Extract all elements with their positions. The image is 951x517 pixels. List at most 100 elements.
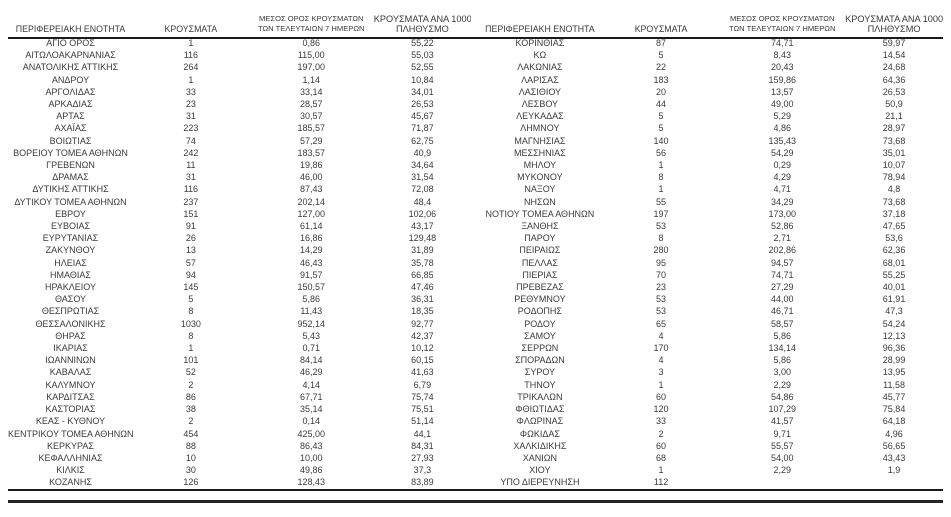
per-100k-cell: 31,54 — [411, 172, 434, 183]
table-row: ΙΚΑΡΙΑΣ 1 0,71 10,12 — [8, 342, 471, 354]
per-100k-cell: 34,01 — [411, 86, 434, 97]
cases-count-cell: 5 — [658, 50, 664, 61]
table-row: ΚΑΡΔΙΤΣΑΣ 86 67,71 75,74 — [8, 391, 471, 403]
per-100k-cell: 10,12 — [411, 343, 434, 354]
avg-7day-cell: 58,57 — [770, 318, 794, 329]
table-row: ΧΙΟΥ 1 2,29 1,9 — [477, 464, 943, 476]
avg-7day-cell: 2,71 — [773, 233, 791, 244]
table-row: ΠΡΕΒΕΖΑΣ 23 27,29 40,01 — [477, 281, 943, 293]
per-100k-cell: 45,77 — [882, 391, 906, 402]
table-row: ΑΧΑΪΑΣ 223 185,57 71,87 — [8, 122, 471, 134]
avg-7day-cell: 46,43 — [299, 257, 323, 268]
table-row: ΓΡΕΒΕΝΩΝ 11 19,86 34,64 — [8, 159, 471, 171]
per-100k-cell: 42,37 — [411, 330, 434, 341]
avg-7day-cell: 49,86 — [299, 465, 323, 476]
per-100k-cell: 28,99 — [882, 355, 906, 366]
cases-count-cell: 74 — [185, 135, 196, 146]
table-row: ΣΥΡΟΥ 3 3,00 13,95 — [477, 366, 943, 378]
table-row: ΠΙΕΡΙΑΣ 70 74,71 55,25 — [477, 269, 943, 281]
per-100k-cell: 78,94 — [882, 172, 906, 183]
column-header: ΠΕΡΙΦΕΡΕΙΑΚΗ ΕΝΟΤΗΤΑ — [485, 24, 595, 34]
cases-count-cell: 53 — [656, 221, 667, 232]
avg-7day-cell: 135,43 — [768, 135, 796, 146]
table-row: ΕΥΡΥΤΑΝΙΑΣ 26 16,86 129,48 — [8, 232, 471, 244]
region-name-cell: ΚΑΒΑΛΑΣ — [49, 367, 92, 378]
cases-count-cell: 88 — [185, 440, 196, 451]
table-row: ΚΙΛΚΙΣ 30 49,86 37,3 — [8, 464, 471, 476]
per-100k-cell: 47,65 — [882, 221, 906, 232]
region-name-cell: ΜΗΛΟΥ — [523, 160, 557, 171]
table-row: ΚΕΡΚΥΡΑΣ 88 86,43 84,31 — [8, 440, 471, 452]
cases-count-cell: 223 — [183, 123, 199, 134]
table-row: ΛΑΚΩΝΙΑΣ 22 20,43 24,68 — [477, 61, 943, 73]
avg-7day-cell: 1,14 — [302, 74, 321, 85]
avg-7day-cell: 0,14 — [302, 416, 321, 427]
cases-count-cell: 170 — [653, 343, 669, 354]
cases-count-cell: 1 — [658, 379, 664, 390]
per-100k-cell: 40,9 — [413, 147, 432, 158]
per-100k-cell: 4,8 — [887, 184, 901, 195]
avg-7day-cell: 4,86 — [773, 123, 791, 134]
region-name-cell: ΕΥΒΟΙΑΣ — [50, 221, 91, 232]
avg-7day-cell: 185,57 — [297, 123, 326, 134]
avg-7day-cell: 8,43 — [773, 50, 791, 61]
cases-count-cell: 55 — [656, 196, 667, 207]
regional-cases-table-right: ΠΕΡΙΦΕΡΕΙΑΚΗ ΕΝΟΤΗΤΑ ΚΡΟΥΣΜΑΤΑ ΜΕΣΟΣ ΟΡΟΣ … — [477, 0, 943, 489]
cases-count-cell: 5 — [658, 111, 664, 122]
cases-count-cell: 57 — [185, 257, 196, 268]
avg-7day-cell: 3,00 — [773, 367, 791, 378]
per-100k-cell: 41,63 — [411, 367, 434, 378]
header-row: ΠΕΡΙΦΕΡΕΙΑΚΗ ΕΝΟΤΗΤΑ ΚΡΟΥΣΜΑΤΑ ΜΕΣΟΣ ΟΡΟΣ … — [8, 0, 471, 37]
per-100k-cell: 26,53 — [882, 86, 906, 97]
cases-count-cell: 91 — [185, 221, 196, 232]
table-row: ΖΑΚΥΝΘΟΥ 13 14,29 31,89 — [8, 244, 471, 256]
per-100k-cell: 26,53 — [411, 99, 434, 110]
avg-7day-cell: 10,00 — [299, 452, 323, 463]
table-row: ΣΠΟΡΑΔΩΝ 4 5,86 28,99 — [477, 354, 943, 366]
per-100k-cell: 55,25 — [882, 269, 906, 280]
region-name-cell: ΚΟΡΙΝΘΙΑΣ — [515, 38, 565, 48]
region-name-cell: ΕΥΡΥΤΑΝΙΑΣ — [42, 233, 99, 244]
cases-count-cell: 4 — [658, 330, 664, 341]
per-100k-cell: 37,18 — [882, 208, 906, 219]
avg-7day-cell: 86,43 — [299, 440, 323, 451]
region-name-cell: ΚΑΛΥΜΝΟΥ — [45, 379, 96, 390]
per-100k-cell: 14,54 — [882, 50, 906, 61]
table-row: ΚΑΣΤΟΡΙΑΣ 38 35,14 75,51 — [8, 403, 471, 415]
table-row: ΦΘΙΩΤΙΔΑΣ 120 107,29 75,84 — [477, 403, 943, 415]
region-name-cell: ΧΙΟΥ — [529, 465, 551, 476]
table-row: ΘΕΣΣΑΛΟΝΙΚΗΣ 1030 952,14 92,77 — [8, 318, 471, 330]
table-row: ΔΥΤΙΚΟΥ ΤΟΜΕΑ ΑΘΗΝΩΝ 237 202,14 48,4 — [8, 196, 471, 208]
avg-7day-cell — [719, 476, 845, 488]
per-100k-cell: 60,15 — [411, 355, 434, 366]
per-100k-cell: 83,89 — [411, 477, 434, 488]
cases-count-cell: 120 — [653, 404, 669, 415]
avg-7day-cell: 44,00 — [770, 294, 794, 305]
cases-count-cell: 2 — [188, 416, 194, 427]
region-name-cell: ΘΕΣΠΡΩΤΙΑΣ — [41, 306, 100, 317]
region-name-cell: ΔΥΤΙΚΟΥ ΤΟΜΕΑ ΑΘΗΝΩΝ — [14, 196, 127, 207]
cases-count-cell: 8 — [188, 330, 194, 341]
region-name-cell: ΛΑΚΩΝΙΑΣ — [517, 62, 563, 73]
cases-count-cell: 95 — [656, 257, 667, 268]
region-name-cell: ΤΗΝΟΥ — [524, 379, 556, 390]
cases-count-cell: 20 — [656, 86, 667, 97]
region-name-cell: ΚΕΝΤΡΙΚΟΥ ΤΟΜΕΑ ΑΘΗΝΩΝ — [8, 428, 133, 439]
avg-7day-cell: 202,86 — [768, 245, 796, 256]
cases-count-cell: 126 — [183, 477, 199, 488]
avg-7day-cell: 20,43 — [770, 62, 794, 73]
region-name-cell: ΛΕΥΚΑΔΑΣ — [516, 111, 564, 122]
cases-count-cell: 86 — [185, 391, 196, 402]
avg-7day-cell: 0,86 — [302, 38, 321, 48]
avg-7day-cell: 54,86 — [770, 391, 794, 402]
avg-7day-cell: 5,86 — [773, 330, 791, 341]
per-100k-cell: 55,22 — [411, 38, 434, 48]
table-row: ΘΗΡΑΣ 8 5,43 42,37 — [8, 330, 471, 342]
avg-7day-cell: 74,71 — [770, 38, 794, 48]
table-row: ΡΟΔΟΥ 65 58,57 54,24 — [477, 318, 943, 330]
region-name-cell: ΑΡΚΑΔΙΑΣ — [48, 99, 93, 110]
table-row: ΛΕΥΚΑΔΑΣ 5 5,29 21,1 — [477, 110, 943, 122]
avg-7day-cell: 87,43 — [299, 184, 323, 195]
column-header: ΜΕΣΟΣ ΟΡΟΣ ΚΡΟΥΣΜΑΤΩΝ ΤΩΝ ΤΕΛΕΥΤΑΙΩΝ 7 ΗΜ… — [258, 14, 365, 33]
